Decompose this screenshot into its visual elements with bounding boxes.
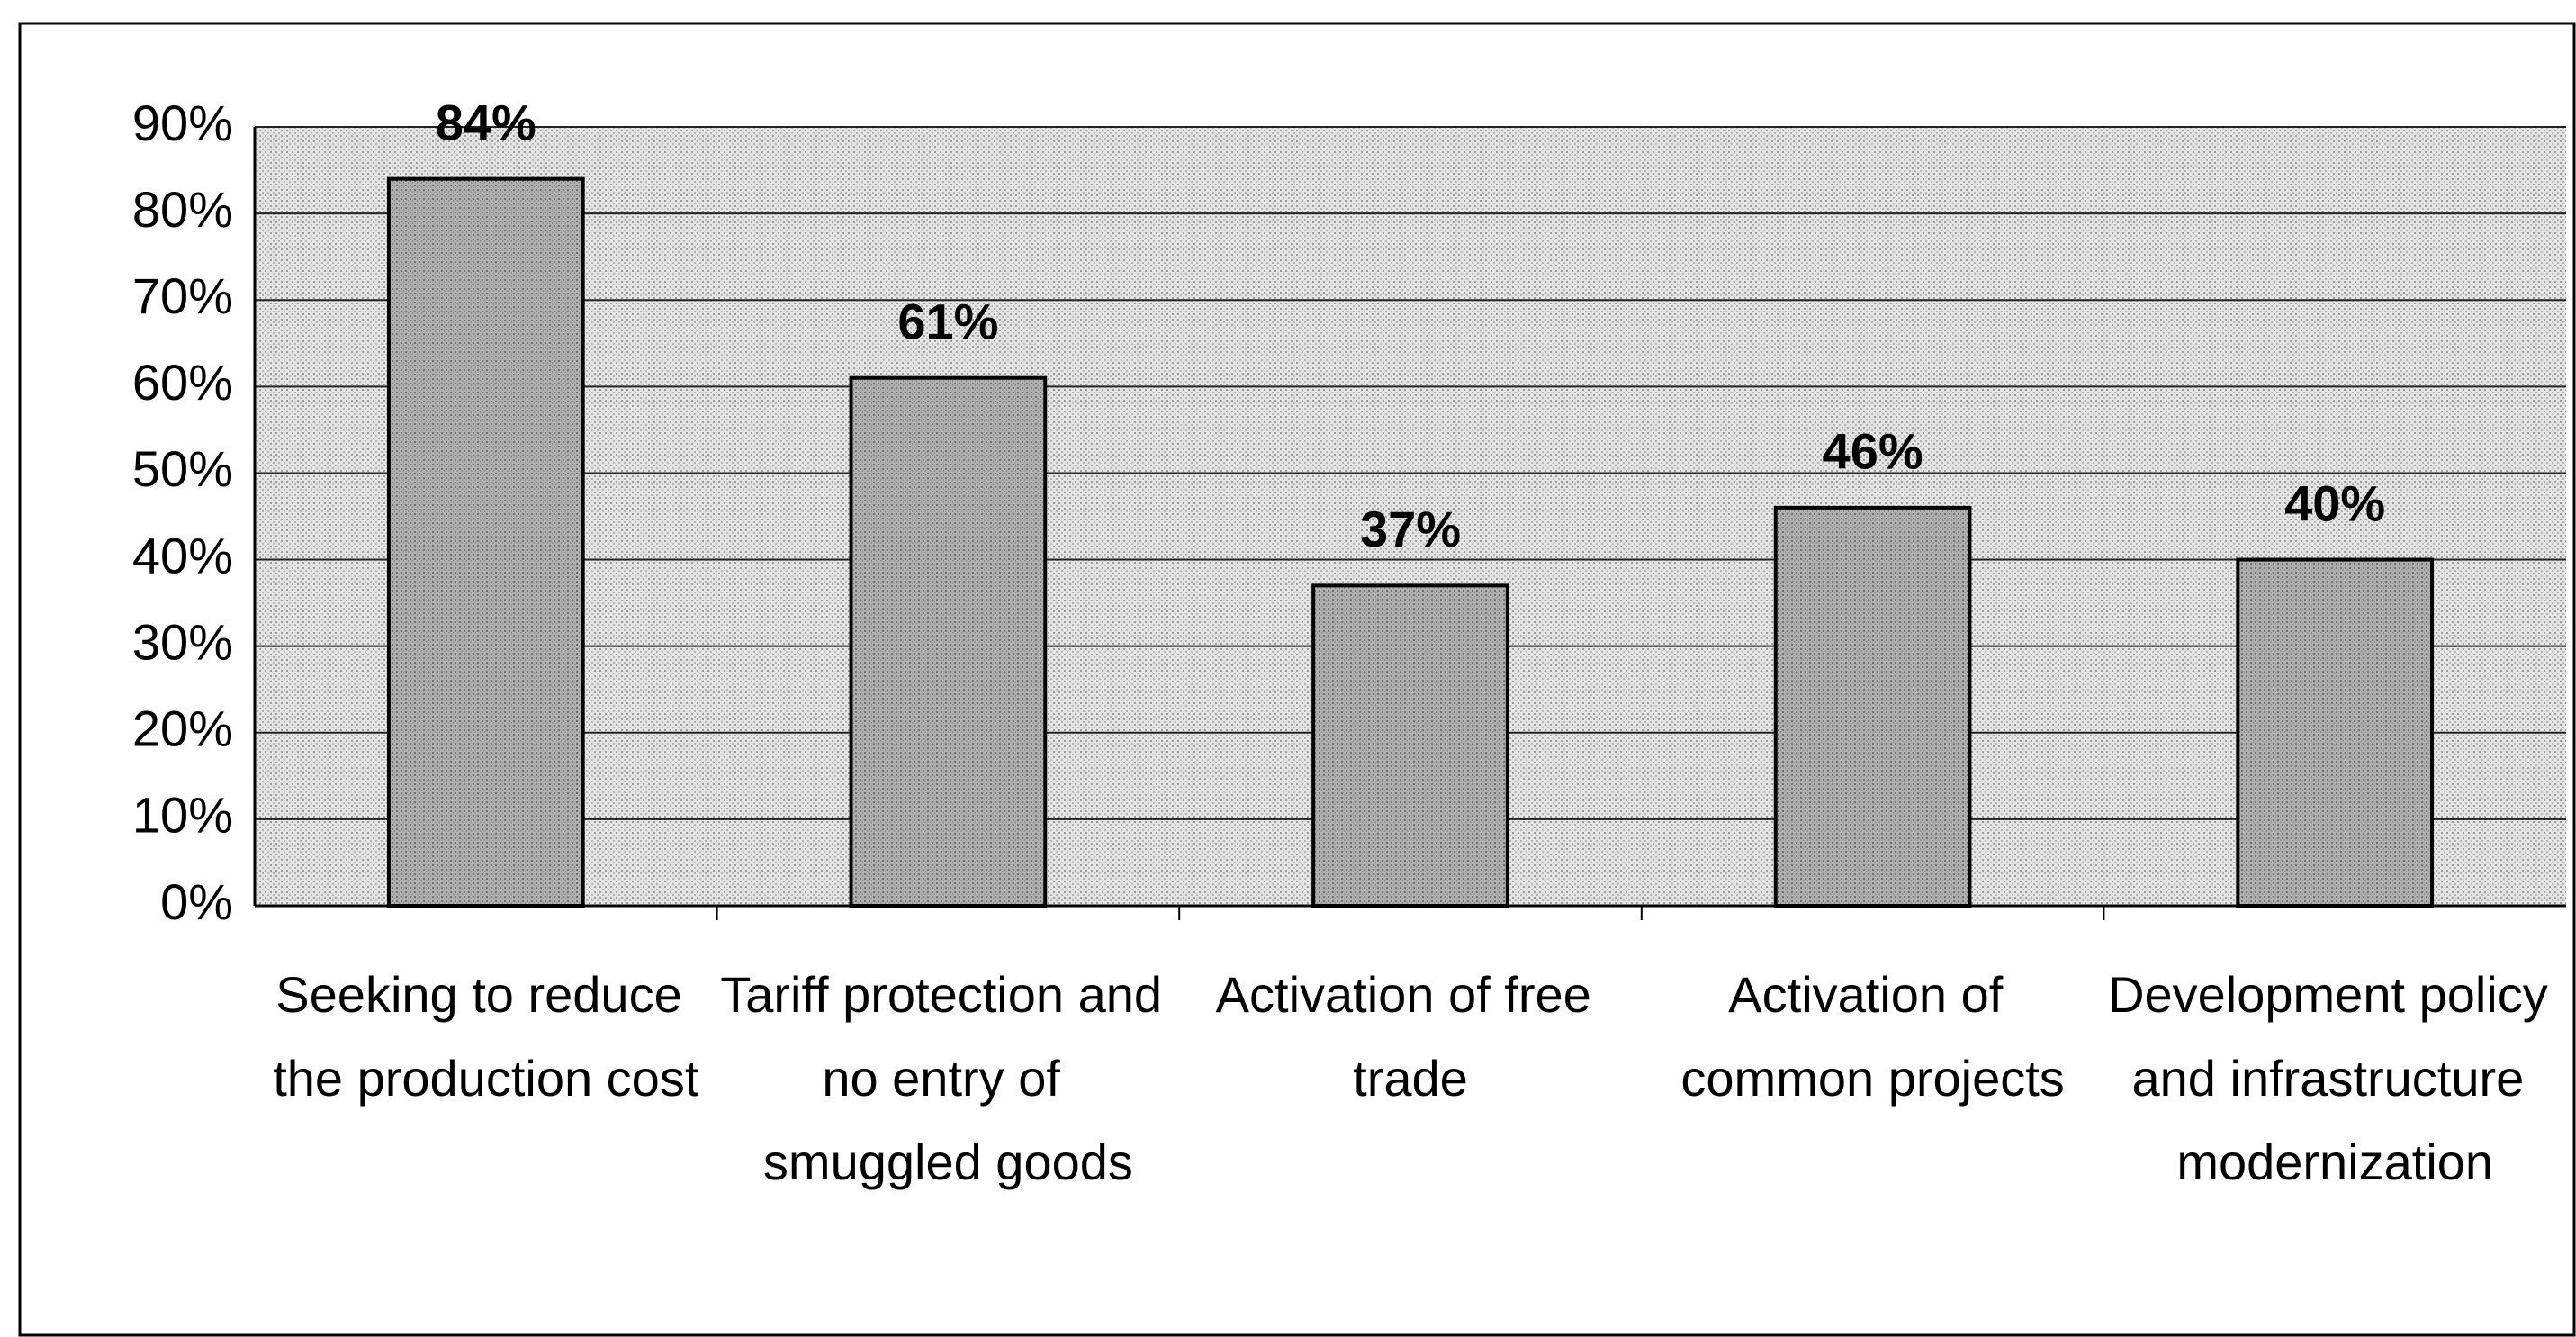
bar [1773,505,1972,908]
y-tick-label: 30% [132,613,233,670]
value-label: 84% [436,94,536,150]
x-tick-label: Seeking to reduce the production cost [273,966,699,1107]
y-tick-label: 50% [132,440,233,497]
bar [2236,557,2435,908]
y-tick-label: 40% [132,527,233,583]
value-label: 46% [1823,423,1923,480]
x-tick-label: Activation of free trade [1216,966,1606,1107]
y-tick-label: 80% [132,181,233,238]
value-label: 37% [1360,501,1461,557]
bar [386,176,585,908]
x-tick-label: Tariff protection and no entry of smuggl… [720,966,1175,1190]
y-tick-label: 90% [132,95,233,151]
x-tick-label: Development policy and infrastructure mo… [2108,966,2562,1190]
value-label: 40% [2284,474,2385,531]
y-tick-label: 60% [132,354,233,411]
bar [1311,583,1509,908]
value-label: 61% [897,294,998,350]
bar [849,375,1048,908]
y-tick-label: 20% [132,700,233,757]
x-tick-label: Activation of common projects [1680,966,2064,1107]
y-tick-label: 0% [160,873,233,930]
y-tick-label: 10% [132,787,233,844]
y-tick-label: 70% [132,267,233,324]
